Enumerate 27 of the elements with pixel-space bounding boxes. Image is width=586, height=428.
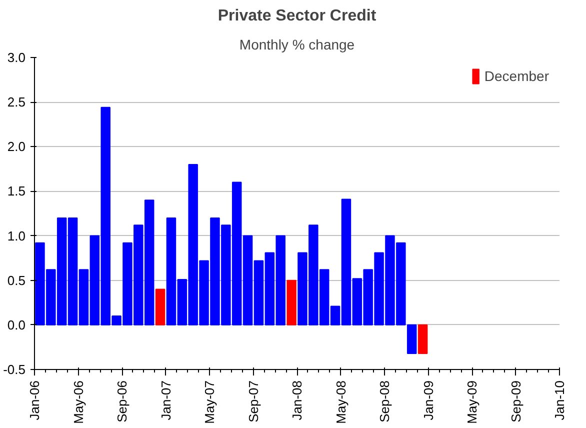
bar <box>418 324 428 354</box>
x-tick-label: Sep-08 <box>377 380 392 422</box>
x-tick-label: Jan-08 <box>290 380 304 420</box>
y-tick-label: 1.5 <box>7 184 26 199</box>
y-tick-label: -0.5 <box>3 362 26 377</box>
x-tick-label: May-08 <box>333 380 348 424</box>
y-tick-label: 3.0 <box>7 50 26 65</box>
x-tick-label: May-06 <box>70 380 86 424</box>
x-tick-label: Jan-09 <box>420 380 436 420</box>
x-tick-label: Sep-06 <box>114 380 130 422</box>
x-tick-label: Jan-10 <box>552 380 567 420</box>
y-tick-label: 0.0 <box>7 317 26 332</box>
x-tick-label: May-07 <box>202 380 217 424</box>
y-tick-label: 2.5 <box>7 94 26 110</box>
x-tick-label: Sep-07 <box>246 380 261 422</box>
chart-title: Private Sector Credit <box>218 8 377 24</box>
y-tick-label: 2.0 <box>7 139 26 154</box>
x-tick-label: Sep-09 <box>508 380 524 422</box>
chart-subtitle: Monthly % change <box>239 36 355 52</box>
y-tick-label: 0.5 <box>7 272 26 288</box>
x-tick-label: Jan-06 <box>27 380 42 420</box>
x-tick-label: May-09 <box>464 380 480 424</box>
bar <box>155 288 166 326</box>
legend-label: December <box>484 68 549 84</box>
x-tick-label: Jan-07 <box>158 380 174 420</box>
bar <box>286 280 296 326</box>
y-tick-label: 1.0 <box>7 228 26 244</box>
